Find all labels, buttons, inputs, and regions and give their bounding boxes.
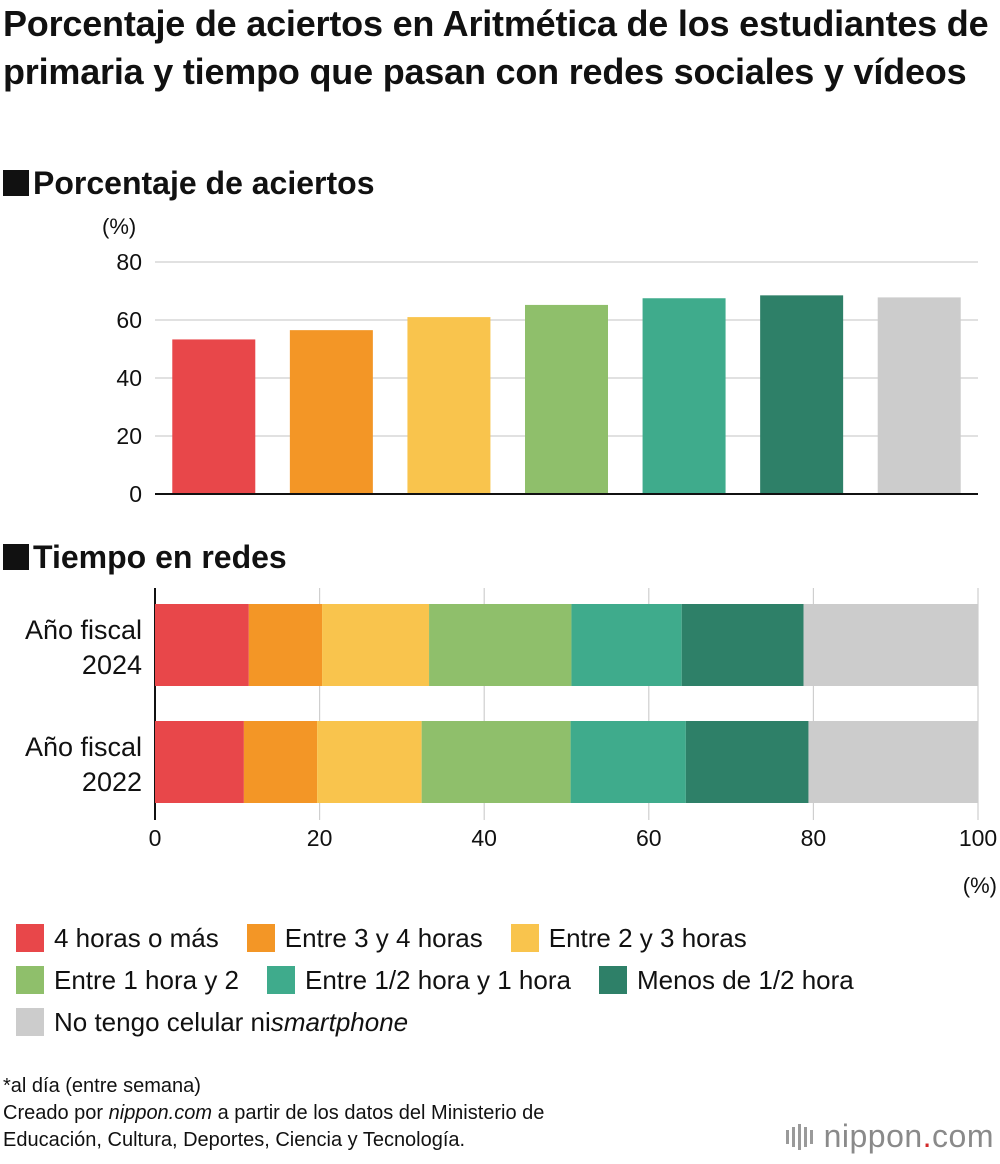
legend-swatch — [510, 924, 539, 952]
legend-item-2-3h: Entre 2 y 3 horas — [510, 917, 747, 959]
legend-row: Entre 1 hora y 2 Entre 1/2 hora y 1 hora… — [16, 959, 996, 1001]
row-label: Año fiscal — [25, 732, 142, 762]
section-title-text: Porcentaje de aciertos — [33, 165, 375, 201]
y-tick-label: 60 — [116, 307, 142, 333]
stacked-segment — [685, 721, 809, 803]
legend-swatch — [16, 1008, 44, 1036]
bar — [172, 339, 256, 493]
legend-item-no-phone: No tengo celular ni smartphone — [16, 1001, 408, 1043]
x-unit-label: (%) — [963, 873, 997, 898]
x-tick-label: 20 — [307, 825, 333, 851]
y-tick-label: 20 — [116, 423, 142, 449]
stacked-segment — [243, 721, 318, 803]
bar — [877, 297, 961, 493]
source-credit-line2: Educación, Cultura, Deportes, Ciencia y … — [3, 1129, 466, 1151]
stacked-segment — [808, 721, 978, 803]
bar — [289, 330, 373, 493]
stacked-segment — [322, 604, 430, 686]
y-tick-label: 40 — [116, 365, 142, 391]
stacked-segment — [155, 604, 249, 686]
x-tick-label: 40 — [471, 825, 497, 851]
stacked-segment — [571, 604, 682, 686]
nippon-logo: nippon. com — [785, 1118, 994, 1155]
legend-item-less-half: Menos de 1/2 hora — [598, 959, 854, 1001]
legend-item-1-2h: Entre 1 hora y 2 — [16, 959, 239, 1001]
section-title-tiempo: Tiempo en redes — [3, 537, 287, 577]
x-tick-label: 0 — [149, 825, 162, 851]
bar — [760, 295, 844, 493]
stacked-segment — [155, 721, 244, 803]
legend-swatch — [246, 924, 275, 952]
legend-swatch — [267, 966, 295, 994]
legend: 4 horas o más Entre 3 y 4 horas Entre 2 … — [16, 917, 996, 1043]
legend-swatch — [598, 966, 627, 994]
stacked-segment — [681, 604, 804, 686]
legend-item-half-1h: Entre 1/2 hora y 1 hora — [267, 959, 571, 1001]
section-title-text: Tiempo en redes — [33, 539, 287, 575]
square-bullet-icon — [3, 170, 29, 196]
stacked-segment — [570, 721, 686, 803]
section-title-aciertos: Porcentaje de aciertos — [3, 163, 374, 203]
stacked-segment — [429, 604, 572, 686]
bar — [407, 317, 491, 493]
stacked-segment — [317, 721, 422, 803]
stacked-segment — [248, 604, 323, 686]
y-unit-label: (%) — [102, 214, 136, 239]
legend-row: 4 horas o más Entre 3 y 4 horas Entre 2 … — [16, 917, 996, 959]
x-tick-label: 100 — [959, 825, 997, 851]
stacked-segment — [803, 604, 978, 686]
x-tick-label: 80 — [801, 825, 827, 851]
y-tick-label: 80 — [116, 249, 142, 275]
legend-row: No tengo celular ni smartphone — [16, 1001, 996, 1043]
square-bullet-icon — [3, 544, 29, 570]
y-tick-label: 0 — [129, 481, 142, 507]
chart-title: Porcentaje de aciertos en Aritmética de … — [3, 3, 989, 92]
row-label: 2022 — [82, 767, 142, 797]
footnotes: *al día (entre semana) Creado por nippon… — [3, 1073, 544, 1154]
x-tick-label: 60 — [636, 825, 662, 851]
bar — [525, 304, 608, 493]
legend-swatch — [16, 966, 44, 994]
row-label: Año fiscal — [25, 615, 142, 645]
legend-swatch — [16, 924, 44, 952]
stacked-segment — [421, 721, 571, 803]
footnote-per-day: *al día (entre semana) — [3, 1075, 201, 1097]
source-credit: Creado por nippon.com a partir de los da… — [3, 1102, 545, 1124]
row-label: 2024 — [82, 650, 142, 680]
legend-item-3-4h: Entre 3 y 4 horas — [246, 917, 483, 959]
logo-bars-icon — [785, 1123, 816, 1150]
bar — [642, 298, 726, 493]
legend-item-4h-plus: 4 horas o más — [16, 917, 219, 959]
